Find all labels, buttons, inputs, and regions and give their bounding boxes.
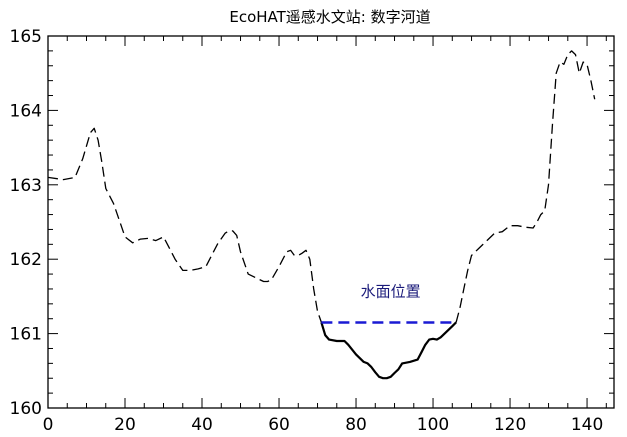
- x-tick-label: 20: [114, 415, 136, 435]
- annotations: 水面位置: [361, 282, 421, 300]
- x-tick-label: 60: [268, 415, 290, 435]
- x-tick-label: 0: [43, 415, 54, 435]
- series-group: [47, 50, 596, 380]
- terrain-profile-dashed-segment: [47, 127, 323, 323]
- x-tick-label: 80: [345, 415, 367, 435]
- y-tick-label: 163: [10, 176, 42, 196]
- y-tick-label: 160: [10, 399, 42, 419]
- y-tick-label: 165: [10, 27, 42, 47]
- y-tick-label: 164: [10, 101, 42, 121]
- terrain-profile-dashed-segment: [455, 50, 596, 323]
- x-tick-label: 40: [191, 415, 213, 435]
- plot-frame: [47, 35, 615, 409]
- water-level-label: 水面位置: [361, 282, 421, 300]
- x-tick-label: 120: [494, 415, 526, 435]
- chart-title: EcoHAT遥感水文站: 数字河道: [229, 8, 430, 26]
- x-tick-label: 100: [417, 415, 449, 435]
- x-tick-label: 140: [571, 415, 603, 435]
- y-tick-label: 161: [10, 325, 42, 345]
- terrain-profile-solid-segment: [320, 321, 457, 380]
- y-tick-label: 162: [10, 250, 42, 270]
- ticks: 0 20 40 60 80 100 120 140 160 161 162 163 164 165: [10, 27, 614, 435]
